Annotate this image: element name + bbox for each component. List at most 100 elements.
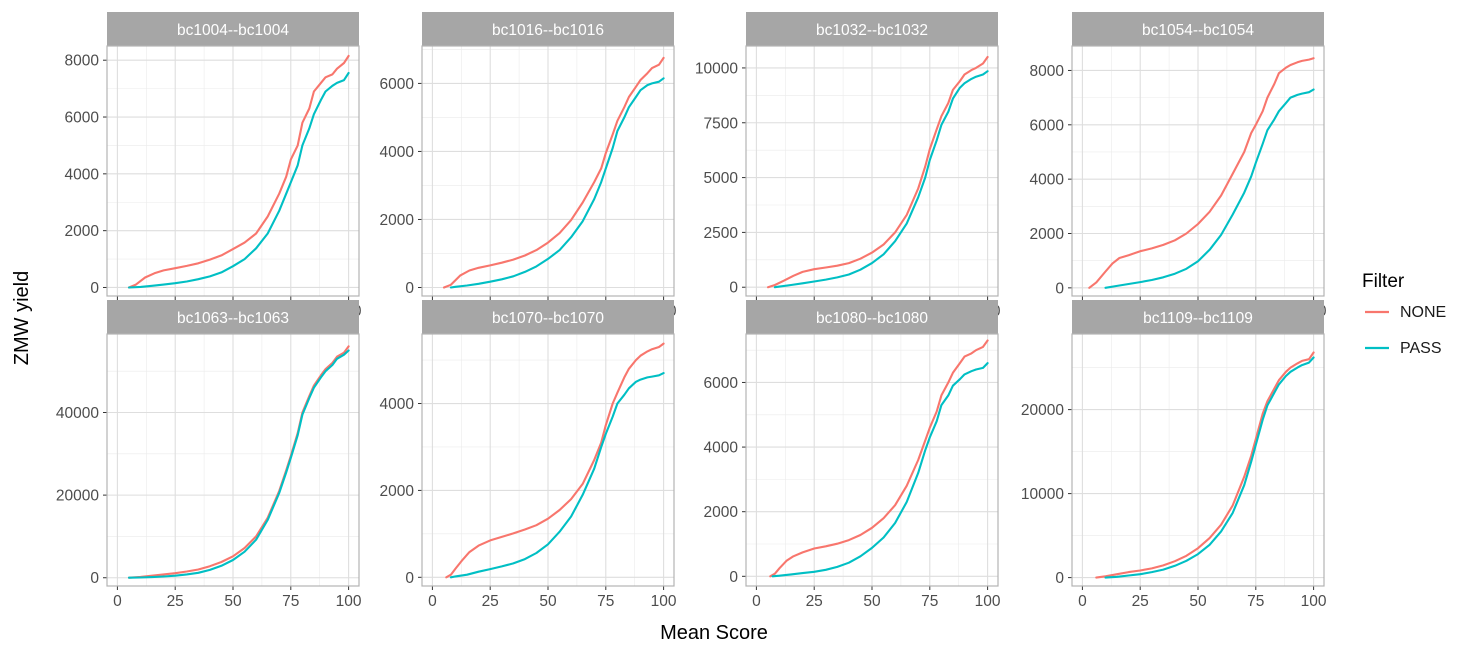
- x-tick-label: 75: [1247, 593, 1264, 610]
- y-tick-label: 4000: [380, 396, 415, 413]
- panel-border: [421, 333, 675, 587]
- y-tick-label: 2000: [704, 504, 739, 521]
- y-tick-label: 40000: [56, 405, 99, 422]
- chart-panels: bc1004--bc1004 0 25 50 75 100 0 2000 4000 6000 800…: [56, 12, 1327, 610]
- legend: Filter NONE PASS: [1362, 271, 1446, 357]
- facet-title: bc1070--bc1070: [492, 310, 604, 327]
- x-tick-label: 75: [921, 593, 938, 610]
- x-tick-label: 50: [863, 593, 881, 610]
- y-tick-label: 10000: [695, 60, 738, 77]
- series-line-none: [1088, 57, 1315, 289]
- panel-border: [1071, 333, 1325, 587]
- y-tick-label: 0: [729, 569, 738, 586]
- x-tick-label: 100: [651, 593, 677, 610]
- y-tick-label: 0: [729, 280, 738, 297]
- x-tick-label: 25: [482, 593, 499, 610]
- y-tick-label: 8000: [65, 53, 100, 70]
- panel-bc1063-bc1063: bc1063--bc1063 0 25 50 75 100 0 20000 40000: [56, 300, 362, 610]
- y-tick-label: 0: [1055, 570, 1064, 587]
- y-tick-label: 8000: [1030, 63, 1065, 80]
- panel-bc1109-bc1109: bc1109--bc1109 0 25 50 75 100 0 10000 20000: [1021, 300, 1327, 610]
- panel-border: [421, 45, 675, 297]
- panel-border: [745, 333, 999, 587]
- x-axis-label: Mean Score: [660, 622, 768, 644]
- panel-border: [106, 45, 360, 297]
- panel-bc1054-bc1054: bc1054--bc105402550751000200040006000800…: [1030, 12, 1327, 320]
- x-tick-label: 100: [975, 593, 1001, 610]
- panel-bc1080-bc1080: bc1080--bc1080 0 25 50 75 100 0 2000 4000 6000: [704, 300, 1001, 610]
- y-tick-label: 10000: [1021, 486, 1064, 503]
- x-tick-label: 75: [282, 593, 299, 610]
- facet-strip: [422, 12, 674, 46]
- y-tick-label: 2000: [380, 212, 415, 229]
- panel-bc1032-bc1032: bc1032--bc103202550751000250050007500100…: [695, 12, 1001, 320]
- x-tick-label: 25: [167, 593, 184, 610]
- facet-strip: [746, 12, 998, 46]
- y-tick-label: 2500: [704, 225, 739, 242]
- panel-border: [106, 333, 360, 587]
- y-tick-label: 0: [90, 570, 99, 587]
- legend-title: Filter: [1362, 271, 1405, 292]
- series-line-pass: [773, 70, 989, 289]
- series-line-pass: [127, 71, 350, 289]
- panel-bc1070-bc1070: bc1070--bc1070 0 25 50 75 100 0 2000 4000: [380, 300, 677, 610]
- x-tick-label: 75: [597, 593, 614, 610]
- facet-title: bc1004--bc1004: [177, 22, 289, 39]
- x-tick-label: 0: [1078, 593, 1087, 610]
- facet-title: bc1054--bc1054: [1142, 22, 1254, 39]
- y-tick-label: 2000: [1030, 226, 1065, 243]
- y-tick-label: 2000: [65, 223, 100, 240]
- panel-bc1004-bc1004: bc1004--bc100402550751000200040006000800…: [65, 12, 362, 320]
- facet-title: bc1063--bc1063: [177, 310, 289, 327]
- legend-label-none: NONE: [1400, 304, 1446, 321]
- x-tick-label: 25: [1132, 593, 1149, 610]
- y-tick-label: 5000: [704, 170, 739, 187]
- legend-item-pass: PASS: [1365, 340, 1442, 357]
- x-tick-label: 50: [1189, 593, 1207, 610]
- series-line-pass: [449, 372, 665, 579]
- facet-title: bc1109--bc1109: [1143, 310, 1253, 327]
- facet-strip: [746, 300, 998, 334]
- x-tick-label: 0: [752, 593, 761, 610]
- series-line-pass: [449, 77, 665, 289]
- series-line-none: [442, 56, 665, 289]
- y-tick-label: 0: [1055, 280, 1064, 297]
- x-tick-label: 0: [428, 593, 437, 610]
- facet-strip: [1072, 12, 1324, 46]
- x-tick-label: 50: [539, 593, 557, 610]
- y-tick-label: 6000: [1030, 117, 1065, 134]
- y-axis-label: ZMW yield: [11, 271, 33, 365]
- y-tick-label: 6000: [704, 375, 739, 392]
- series-line-none: [1095, 351, 1315, 579]
- y-tick-label: 4000: [65, 166, 100, 183]
- panel-border: [1071, 45, 1325, 297]
- y-tick-label: 0: [90, 280, 99, 297]
- facet-strip: [422, 300, 674, 334]
- facet-strip: [107, 300, 359, 334]
- x-tick-label: 0: [113, 593, 122, 610]
- series-line-pass: [127, 349, 350, 579]
- y-tick-label: 4000: [704, 440, 739, 457]
- series-line-none: [445, 342, 665, 579]
- x-tick-label: 100: [336, 593, 362, 610]
- series-line-none: [769, 339, 989, 578]
- y-tick-label: 4000: [1030, 172, 1065, 189]
- y-tick-label: 7500: [704, 115, 739, 132]
- panel-bc1016-bc1016: bc1016--bc101602550751000200040006000: [380, 12, 677, 320]
- y-tick-label: 6000: [380, 76, 415, 93]
- x-tick-label: 25: [806, 593, 823, 610]
- y-tick-label: 2000: [380, 483, 415, 500]
- legend-label-pass: PASS: [1400, 340, 1442, 357]
- facet-title: bc1080--bc1080: [816, 310, 928, 327]
- x-tick-label: 100: [1301, 593, 1327, 610]
- y-tick-label: 4000: [380, 144, 415, 161]
- series-line-none: [127, 54, 350, 289]
- legend-item-none: NONE: [1365, 304, 1446, 321]
- y-tick-label: 20000: [1021, 402, 1064, 419]
- y-tick-label: 20000: [56, 488, 99, 505]
- series-line-pass: [1104, 88, 1315, 289]
- facet-title: bc1016--bc1016: [492, 22, 604, 39]
- x-tick-label: 50: [224, 593, 242, 610]
- facet-strip: [107, 12, 359, 46]
